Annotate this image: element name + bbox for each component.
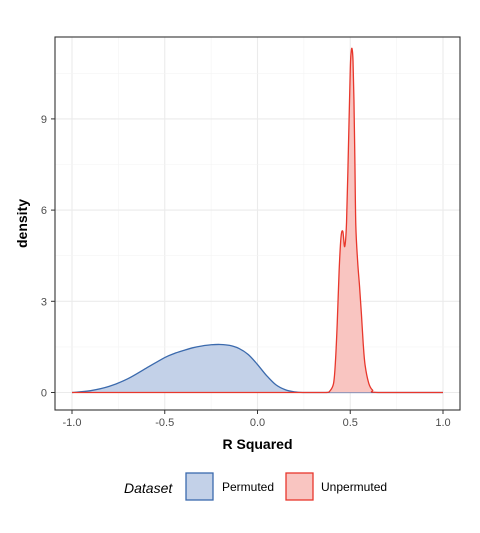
x-tick-label-0: -1.0 (63, 417, 82, 429)
legend-title: Dataset (124, 480, 173, 496)
density-area-unpermuted (72, 48, 443, 393)
legend-key-permuted (185, 472, 214, 501)
legend-label-permuted: Permuted (222, 480, 274, 494)
y-tick-label-2: 6 (41, 205, 47, 217)
x-tick-label-3: 0.5 (343, 417, 358, 429)
legend-key-unpermuted (285, 472, 314, 501)
y-tick-label-3: 9 (41, 114, 47, 126)
density-areas (71, 47, 443, 394)
density-area-permuted (72, 344, 443, 393)
x-tick-label-1: -0.5 (155, 417, 174, 429)
x-tick-label-4: 1.0 (435, 417, 450, 429)
axis-ticks: -1.0 -0.5 0.0 0.5 1.0 0 3 6 9 (41, 114, 451, 429)
y-tick-label-0: 0 (41, 388, 47, 400)
legend-label-unpermuted: Unpermuted (321, 480, 387, 494)
legend: Dataset Permuted Unpermuted (124, 472, 387, 501)
y-tick-label-1: 3 (41, 296, 47, 308)
x-axis-title: R Squared (222, 436, 292, 452)
x-tick-label-2: 0.0 (250, 417, 265, 429)
density-line-unpermuted (71, 47, 443, 394)
y-axis-title: density (14, 199, 30, 248)
